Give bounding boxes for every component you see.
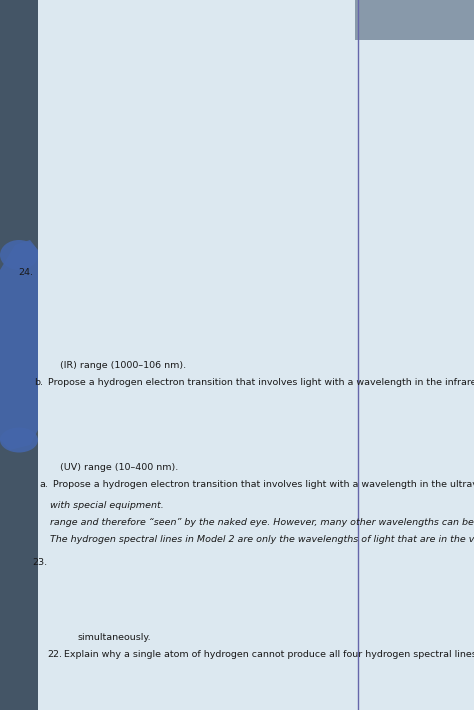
- Ellipse shape: [0, 240, 38, 270]
- Text: b.: b.: [34, 378, 43, 387]
- Text: Explain why a single atom of hydrogen cannot produce all four hydrogen spectral : Explain why a single atom of hydrogen ca…: [64, 650, 474, 659]
- Text: a.: a.: [39, 480, 48, 489]
- Bar: [355, 0, 474, 40]
- Text: 23.: 23.: [33, 558, 48, 567]
- Text: Propose a hydrogen electron transition that involves light with a wavelength in : Propose a hydrogen electron transition t…: [45, 378, 474, 387]
- Bar: [0, 0, 38, 710]
- Text: (IR) range (1000–106 nm).: (IR) range (1000–106 nm).: [60, 361, 186, 370]
- Text: 24.: 24.: [18, 268, 34, 277]
- Text: simultaneously.: simultaneously.: [77, 633, 151, 642]
- Text: (UV) range (10–400 nm).: (UV) range (10–400 nm).: [60, 463, 178, 472]
- Polygon shape: [0, 240, 38, 450]
- Ellipse shape: [0, 427, 38, 452]
- Text: with special equipment.: with special equipment.: [50, 501, 164, 510]
- Text: 22.: 22.: [47, 650, 62, 659]
- Text: The hydrogen spectral lines in Model 2 are only the wavelengths of light that ar: The hydrogen spectral lines in Model 2 a…: [50, 535, 474, 544]
- Text: Propose a hydrogen electron transition that involves light with a wavelength in : Propose a hydrogen electron transition t…: [50, 480, 474, 489]
- Text: range and therefore “seen” by the naked eye. However, many other wavelengths can: range and therefore “seen” by the naked …: [50, 518, 474, 527]
